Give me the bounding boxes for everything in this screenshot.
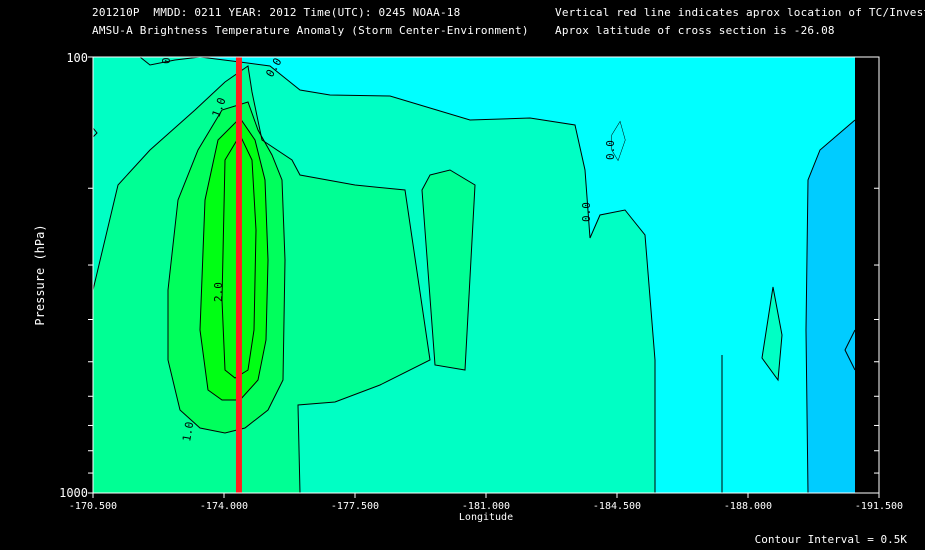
x-axis-ticks: -170.500 -174.000 -177.500 -181.000 -184.500… <box>69 493 903 512</box>
contour-label: 1.0 <box>210 96 229 119</box>
contour-fill-negative <box>806 120 855 493</box>
contour-label: 1.0 <box>180 421 196 443</box>
header-right-line-1: Vertical red line indicates aprox locati… <box>555 6 925 19</box>
y-tick-label-top: 100 <box>66 51 88 65</box>
y-axis-ticks <box>88 56 879 494</box>
x-axis-title: Longitude <box>459 512 513 523</box>
contour-label: 2.0 <box>212 282 225 302</box>
contour-label: 0.0 <box>160 44 173 64</box>
contour-field <box>93 57 879 493</box>
missing-data-strip <box>855 57 879 493</box>
x-tick-label: -188.000 <box>724 501 772 512</box>
header-line-2: AMSU-A Brightness Temperature Anomaly (S… <box>92 24 529 37</box>
contour-interval-note: Contour Interval = 0.5K <box>754 533 907 546</box>
x-tick-label: -170.500 <box>69 501 117 512</box>
x-tick-label: -177.500 <box>331 501 379 512</box>
x-tick-label: -181.000 <box>462 501 510 512</box>
y-tick-label-bottom: 1000 <box>59 486 88 500</box>
contour-fill-0-island <box>612 122 625 160</box>
contour-fill-1-island <box>422 170 475 370</box>
header-line-1: 201210P MMDD: 0211 YEAR: 2012 Time(UTC):… <box>92 6 461 19</box>
x-tick-label: -184.500 <box>593 501 641 512</box>
header-right-line-2: Aprox latitude of cross section is -26.0… <box>555 24 835 37</box>
x-tick-label: -174.000 <box>200 501 248 512</box>
contour-label: 0.0 <box>580 202 593 222</box>
y-axis-title: Pressure (hPa) <box>33 224 47 325</box>
x-tick-label: -191.500 <box>855 501 903 512</box>
contour-label: 0.0 <box>604 140 617 160</box>
